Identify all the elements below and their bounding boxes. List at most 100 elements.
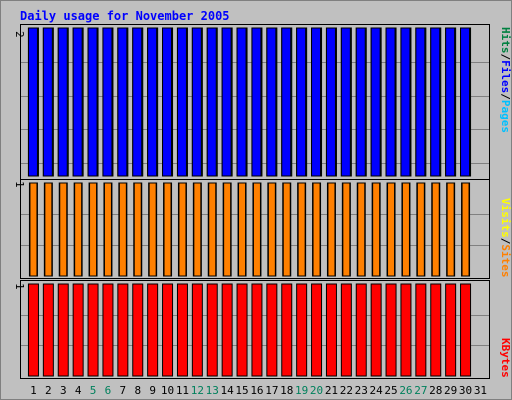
x-tick-label-29: 29 bbox=[444, 384, 457, 397]
bar-sites-day-2 bbox=[44, 182, 53, 277]
x-tick-label-28: 28 bbox=[429, 384, 442, 397]
x-tick-label-31: 31 bbox=[474, 384, 487, 397]
bar-kbytes-day-29 bbox=[445, 283, 457, 377]
bar-files-day-29 bbox=[445, 27, 456, 177]
bar-files-day-18 bbox=[281, 27, 292, 177]
y-max-label-bottom: 1 bbox=[13, 283, 26, 290]
legend-pages: Pages bbox=[499, 100, 512, 133]
bar-sites-day-1 bbox=[29, 182, 38, 277]
bar-files-day-1 bbox=[27, 27, 38, 177]
legend-files: Files bbox=[499, 60, 512, 93]
x-axis-labels: 1 2 3 4 5 6 7 8 9 10 11 12 13 14 15 16 17 18 19 20 21 22 23 24 2… bbox=[30, 384, 487, 397]
bar-files-day-5 bbox=[87, 27, 98, 177]
bar-kbytes-day-8 bbox=[132, 283, 144, 377]
bar-sites-day-4 bbox=[74, 182, 83, 277]
bar-sites-day-10 bbox=[163, 182, 172, 277]
legend-sites: Sites bbox=[499, 244, 512, 277]
y-max-label-top: 2 bbox=[13, 31, 26, 38]
bar-kbytes-day-30 bbox=[460, 283, 472, 377]
legend-visits: Visits bbox=[499, 198, 512, 238]
x-tick-label-15: 15 bbox=[235, 384, 248, 397]
bar-sites-day-6 bbox=[103, 182, 112, 277]
bar-sites-day-22 bbox=[342, 182, 351, 277]
bar-kbytes-day-24 bbox=[370, 283, 382, 377]
bar-kbytes-day-13 bbox=[206, 283, 218, 377]
x-tick-label-30: 30 bbox=[459, 384, 472, 397]
bar-kbytes-day-6 bbox=[102, 283, 114, 377]
bar-sites-day-14 bbox=[223, 182, 232, 277]
bar-files-day-3 bbox=[57, 27, 68, 177]
bar-kbytes-day-12 bbox=[191, 283, 203, 377]
x-tick-label-3: 3 bbox=[60, 384, 67, 397]
x-tick-label-7: 7 bbox=[120, 384, 127, 397]
x-tick-label-12: 12 bbox=[191, 384, 204, 397]
bar-kbytes-day-27 bbox=[415, 283, 427, 377]
bar-sites-day-30 bbox=[461, 182, 470, 277]
bar-files-day-2 bbox=[42, 27, 53, 177]
bar-sites-day-16 bbox=[252, 182, 261, 277]
x-tick-label-5: 5 bbox=[90, 384, 97, 397]
x-tick-label-26: 26 bbox=[399, 384, 412, 397]
bar-kbytes-day-2 bbox=[42, 283, 54, 377]
bar-files-day-10 bbox=[162, 27, 173, 177]
bar-sites-day-13 bbox=[208, 182, 217, 277]
bar-sites-day-20 bbox=[312, 182, 321, 277]
x-tick-label-9: 9 bbox=[149, 384, 156, 397]
x-tick-label-24: 24 bbox=[370, 384, 384, 397]
bar-files-day-13 bbox=[206, 27, 217, 177]
bar-files-day-28 bbox=[430, 27, 441, 177]
bar-sites-day-27 bbox=[416, 182, 425, 277]
legend-kbytes: KBytes bbox=[499, 338, 512, 378]
bar-kbytes-day-15 bbox=[236, 283, 248, 377]
bar-sites-day-24 bbox=[372, 182, 381, 277]
bar-files-day-14 bbox=[221, 27, 232, 177]
x-tick-label-23: 23 bbox=[355, 384, 368, 397]
bar-files-day-21 bbox=[325, 27, 336, 177]
bar-files-day-12 bbox=[191, 27, 202, 177]
bar-files-day-17 bbox=[266, 27, 277, 177]
x-tick-label-6: 6 bbox=[105, 384, 112, 397]
x-tick-label-2: 2 bbox=[45, 384, 52, 397]
bar-files-day-26 bbox=[400, 27, 411, 177]
bar-sites-day-11 bbox=[178, 182, 187, 277]
bar-kbytes-day-14 bbox=[221, 283, 233, 377]
x-tick-label-10: 10 bbox=[161, 384, 174, 397]
bar-sites-day-9 bbox=[148, 182, 157, 277]
bar-files-day-11 bbox=[176, 27, 187, 177]
bar-kbytes-day-26 bbox=[400, 283, 412, 377]
bar-sites-day-18 bbox=[282, 182, 291, 277]
bar-kbytes-day-21 bbox=[325, 283, 337, 377]
bar-sites-day-23 bbox=[357, 182, 366, 277]
bar-files-day-9 bbox=[147, 27, 158, 177]
bar-kbytes-day-7 bbox=[117, 283, 129, 377]
x-tick-label-1: 1 bbox=[30, 384, 37, 397]
x-tick-label-4: 4 bbox=[75, 384, 82, 397]
bar-files-day-19 bbox=[296, 27, 307, 177]
x-tick-label-18: 18 bbox=[280, 384, 293, 397]
bar-sites-day-5 bbox=[89, 182, 98, 277]
legend-top: Hits/Files/Pages bbox=[499, 27, 512, 133]
bar-kbytes-day-4 bbox=[72, 283, 84, 377]
bar-sites-day-28 bbox=[431, 182, 440, 277]
bar-files-day-23 bbox=[355, 27, 366, 177]
bar-sites-day-17 bbox=[267, 182, 276, 277]
x-tick-label-20: 20 bbox=[310, 384, 323, 397]
chart-title: Daily usage for November 2005 bbox=[20, 9, 230, 23]
bar-files-day-24 bbox=[370, 27, 381, 177]
bar-files-day-4 bbox=[72, 27, 83, 177]
legend-hits: Hits bbox=[499, 27, 512, 54]
bar-sites-day-8 bbox=[133, 182, 142, 277]
bar-files-day-16 bbox=[251, 27, 262, 177]
bar-marks bbox=[27, 27, 472, 377]
bar-files-day-25 bbox=[385, 27, 396, 177]
bar-kbytes-day-25 bbox=[385, 283, 397, 377]
bar-kbytes-day-5 bbox=[87, 283, 99, 377]
bar-kbytes-day-16 bbox=[251, 283, 263, 377]
bar-files-day-20 bbox=[311, 27, 322, 177]
bar-files-day-27 bbox=[415, 27, 426, 177]
bar-files-day-22 bbox=[340, 27, 351, 177]
bar-sites-day-25 bbox=[387, 182, 396, 277]
x-tick-label-19: 19 bbox=[295, 384, 308, 397]
bar-sites-day-19 bbox=[297, 182, 306, 277]
